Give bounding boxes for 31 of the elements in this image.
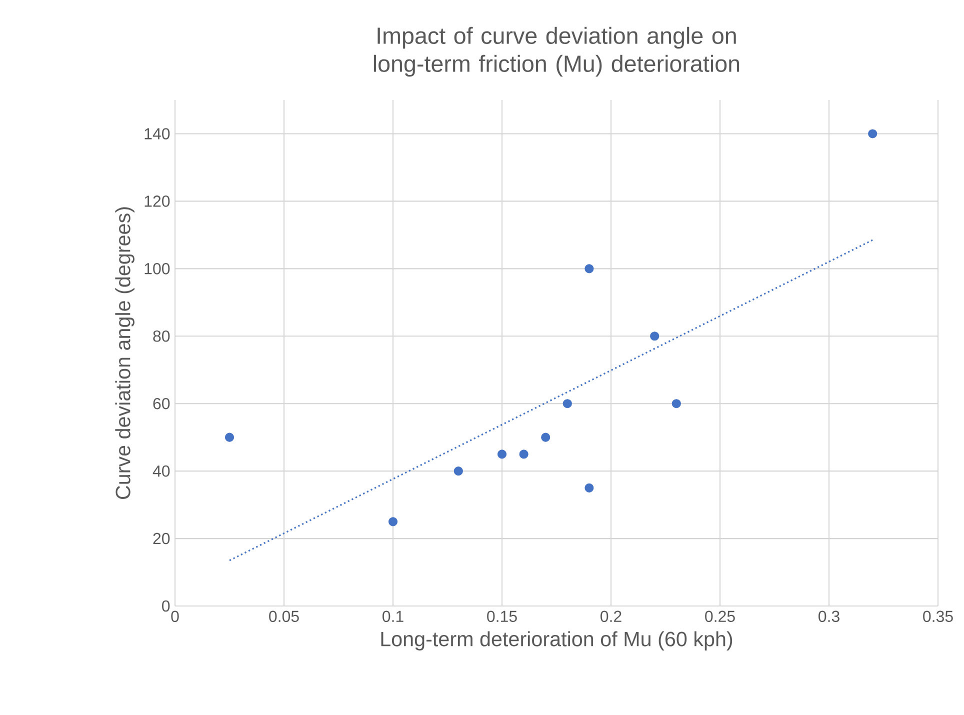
point [650, 332, 660, 341]
y-axis-title: Curve deviation angle (degrees) [115, 207, 134, 499]
point [584, 264, 594, 274]
y-tick-label: 80 [153, 330, 170, 342]
x-tick-label: 0.15 [487, 610, 517, 622]
y-tick-label: 0 [162, 600, 170, 612]
point [562, 399, 572, 408]
y-tick-label: 40 [152, 465, 170, 477]
point [672, 399, 681, 408]
x-tick-label: 0.05 [269, 610, 299, 622]
y-tick-label: 20 [153, 532, 170, 544]
x-tick-label: 0.3 [818, 610, 840, 622]
x-axis-title: Long-term deterioration of Mu (60 kph) [381, 631, 732, 650]
x-tick-label: 0.35 [923, 610, 953, 622]
y-tick-label: 60 [153, 398, 170, 410]
point [224, 432, 234, 442]
y-tick-label: 120 [144, 196, 170, 207]
point [584, 483, 594, 492]
x-tick-label: 0.1 [382, 610, 404, 622]
y-tick-label: 100 [144, 263, 170, 274]
point [497, 450, 507, 459]
point [541, 432, 550, 442]
chart-title: Impact of curve deviation angle on long-term friction (Mu) deterioration [374, 26, 740, 77]
x-tick-label: 0.25 [705, 610, 735, 622]
x-tick-label: 0 [171, 610, 179, 622]
point [519, 450, 528, 459]
x-tick-label: 0.2 [600, 610, 622, 622]
point [454, 466, 463, 476]
y-tick-label: 140 [144, 128, 170, 140]
point [388, 517, 398, 526]
point [868, 129, 878, 138]
